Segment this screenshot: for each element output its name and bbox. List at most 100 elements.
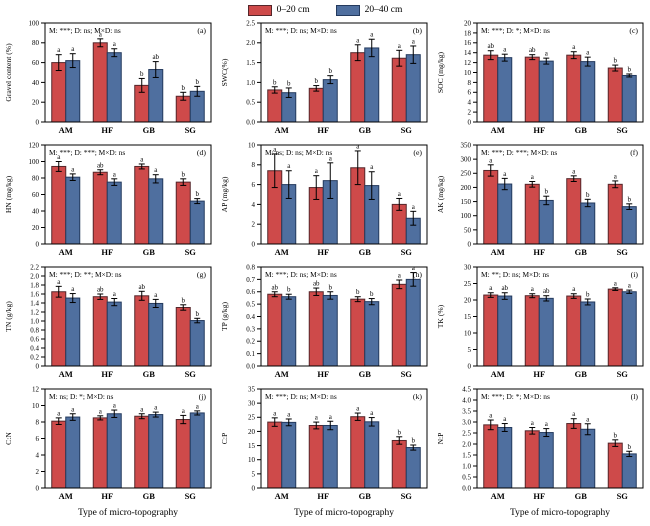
y-tick-label: 60 [32,59,40,67]
sig-letter: a [412,37,416,45]
panel-label: (f) [630,148,638,157]
bar-g-AM-s1 [65,297,81,367]
y-tick-label: 200 [461,184,472,192]
bar-f-AM-s0 [483,169,499,245]
sig-letter: a [329,413,333,421]
sig-letter: a [503,415,507,423]
sig-letter: a [489,412,493,420]
legend-label-depth2: 20–40 cm [364,5,403,15]
y-tick-label: 10 [248,456,256,464]
x-tick-label: AM [491,491,505,501]
x-tick-label: GB [359,125,372,135]
y-tick-label: 20 [32,99,40,107]
y-tick-label: 0.5 [246,99,255,107]
y-tick-label: 6 [468,89,472,97]
sig-letter: a [154,404,158,412]
bar-i-AM-s1 [497,295,513,367]
sig-letter: a [57,409,61,417]
bar-j-HF-s0 [92,417,108,489]
y-axis-label: TN (g/kg) [4,301,13,332]
x-tick-label: SG [185,369,197,379]
sig-letter: a [370,163,374,171]
legend-item-depth2: 20–40 cm [335,4,403,16]
sig-letter: b [196,190,200,198]
bar-g-HF-s0 [92,296,108,367]
x-tick-label: GB [575,491,588,501]
sig-letter: ab [543,287,550,295]
y-tick-label: 350 [461,141,472,149]
sig-letter: a [489,284,493,292]
bar-b-SG-s0 [391,57,407,123]
y-tick-label: 25 [248,414,256,422]
sig-letter: b [182,170,186,178]
sig-letter: b [140,70,144,78]
bar-l-AM-s1 [497,427,513,489]
legend-item-depth1: 0–20 cm [247,4,310,16]
y-tick-label: 0.4 [30,344,39,352]
y-tick-label: 0.8 [246,263,255,271]
sig-letter: a [503,46,507,54]
y-tick-label: 0 [252,484,256,492]
sig-letter: a [113,290,117,298]
sig-letter: a [370,409,374,417]
sig-letter: b [182,84,186,92]
y-tick-label: 1.0 [462,462,471,470]
y-tick-label: 1.8 [30,281,39,289]
y-tick-label: 1.0 [30,317,39,325]
x-tick-label: AM [59,125,73,135]
y-tick-label: 2.5 [462,429,471,437]
stats-annotation: M: **; D: ns; M×D: ns [481,270,549,279]
sig-letter: a [182,407,186,415]
sig-letter: a [356,142,360,150]
y-tick-label: 20 [464,19,472,27]
sig-letter: a [370,31,374,39]
sig-letter: a [71,45,75,53]
chart-g: 00.20.40.60.81.01.21.41.61.82.02.2 TN (g/… [4,263,212,379]
y-axis-label: TK (%) [436,304,445,328]
y-axis-label: N:P [436,433,445,445]
stats-annotation: M: ***; D: ns; M×D: ns [265,392,337,401]
y-tick-label: 2.0 [462,440,471,448]
sig-letter: ab [138,283,145,291]
sig-letter: a [113,170,117,178]
x-tick-label: HF [317,369,329,379]
panel-l: 0.0 0.5 1.0 1.5 2.0 2.5 3.0 3.5 4.0 4.5 N:P a a AM a a H… [433,384,649,520]
stats-annotation: M: ns; D: ns; M×D: ns [265,148,332,157]
chart-b: 0.0 0.5 1.0 1.5 2.0 2.5 SWC(%) b b AM b b HF a a GB a a SG… [220,19,428,135]
x-tick-label: HF [533,247,545,257]
bar-i-GB-s0 [566,295,582,367]
plot-border [260,22,428,123]
bar-b-AM-s0 [267,89,283,123]
bar-l-HF-s0 [524,430,540,489]
x-axis-title: Type of micro-topography [78,507,178,518]
bar-k-AM-s0 [267,421,283,489]
bar-h-HF-s1 [322,294,338,367]
y-axis-label: SWC(%) [220,58,229,86]
sig-letter: b [586,291,590,299]
panel-label: (c) [629,26,638,35]
stats-annotation: M: ***; D: ***; M×D: ns [481,148,557,157]
sig-letter: a [586,415,590,423]
panel-h: 0.0 0.1 0.2 0.3 0.4 0.5 0.6 0.7 0.8 TP (g/kg) ab b A… [217,262,433,384]
x-tick-label: GB [359,247,372,257]
panel-label: (l) [631,392,639,401]
bar-h-GB-s1 [364,301,380,367]
panel-label: (b) [413,26,422,35]
x-tick-label: SG [617,247,629,257]
sig-letter: ab [313,280,320,288]
bar-d-GB-s0 [134,165,150,245]
x-tick-label: AM [59,247,73,257]
y-tick-label: 15 [248,442,256,450]
y-tick-label: 250 [461,170,472,178]
stats-annotation: M: ***; D: *; M×D: ns [481,392,550,401]
x-tick-label: SG [401,125,413,135]
panel-label: (d) [197,148,206,157]
bar-l-HF-s1 [538,432,554,489]
y-tick-label: 14 [464,49,472,57]
sig-letter: a [572,43,576,51]
bar-a-AM-s0 [51,62,67,123]
y-tick-label: 0.5 [462,473,471,481]
panel-g: 0 0.2 0.4 0.6 0.8 1.0 1.2 1.4 1.6 1.8 2.0 2.2 TN (g/… [1,262,217,384]
bar-k-HF-s1 [322,424,338,489]
